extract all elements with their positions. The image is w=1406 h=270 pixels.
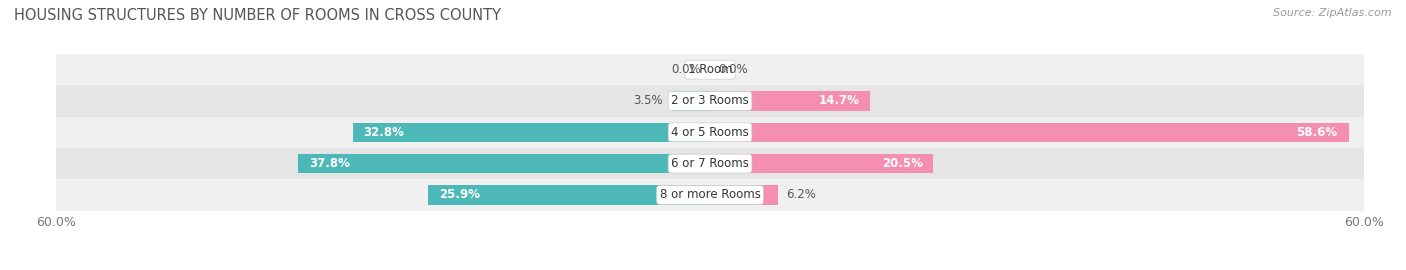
Bar bbox=[298, 154, 710, 173]
Bar bbox=[56, 179, 1364, 211]
Text: 6.2%: 6.2% bbox=[786, 188, 815, 201]
Text: 1 Room: 1 Room bbox=[688, 63, 733, 76]
Bar bbox=[672, 91, 710, 111]
Bar bbox=[56, 85, 1364, 117]
Bar bbox=[427, 185, 710, 205]
Text: 25.9%: 25.9% bbox=[439, 188, 479, 201]
Text: 3.5%: 3.5% bbox=[634, 94, 664, 107]
Bar bbox=[56, 117, 1364, 148]
Text: 2 or 3 Rooms: 2 or 3 Rooms bbox=[671, 94, 749, 107]
Text: 37.8%: 37.8% bbox=[309, 157, 350, 170]
Bar bbox=[710, 185, 778, 205]
Bar bbox=[353, 123, 710, 142]
Text: 6 or 7 Rooms: 6 or 7 Rooms bbox=[671, 157, 749, 170]
Text: 8 or more Rooms: 8 or more Rooms bbox=[659, 188, 761, 201]
Text: 20.5%: 20.5% bbox=[882, 157, 922, 170]
Text: 0.0%: 0.0% bbox=[672, 63, 702, 76]
Text: 58.6%: 58.6% bbox=[1296, 126, 1337, 139]
Bar bbox=[710, 123, 1348, 142]
Bar bbox=[56, 148, 1364, 179]
Text: 0.0%: 0.0% bbox=[718, 63, 748, 76]
Text: Source: ZipAtlas.com: Source: ZipAtlas.com bbox=[1274, 8, 1392, 18]
Bar bbox=[710, 154, 934, 173]
Text: 32.8%: 32.8% bbox=[364, 126, 405, 139]
Bar bbox=[710, 91, 870, 111]
Bar bbox=[56, 54, 1364, 85]
Text: HOUSING STRUCTURES BY NUMBER OF ROOMS IN CROSS COUNTY: HOUSING STRUCTURES BY NUMBER OF ROOMS IN… bbox=[14, 8, 501, 23]
Text: 14.7%: 14.7% bbox=[818, 94, 859, 107]
Text: 4 or 5 Rooms: 4 or 5 Rooms bbox=[671, 126, 749, 139]
